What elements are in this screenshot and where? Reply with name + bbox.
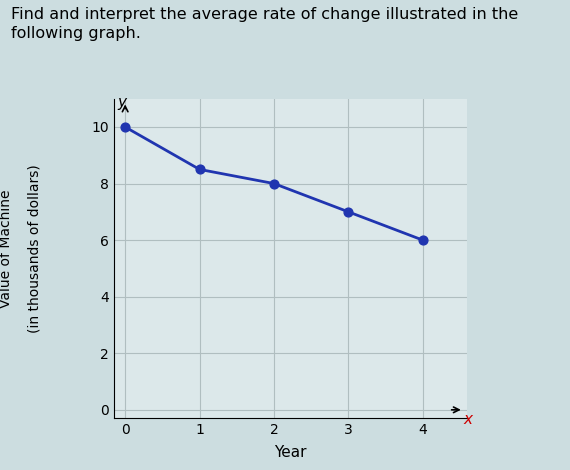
Text: Find and interpret the average rate of change illustrated in the: Find and interpret the average rate of c…	[11, 7, 519, 22]
X-axis label: Year: Year	[274, 446, 307, 461]
Point	[270, 180, 279, 188]
Text: y: y	[117, 95, 126, 110]
Point	[195, 165, 204, 173]
Text: (in thousands of dollars): (in thousands of dollars)	[27, 164, 41, 334]
Point	[121, 123, 130, 131]
Point	[344, 208, 353, 216]
Text: Value of Machine: Value of Machine	[0, 190, 13, 308]
Text: x: x	[463, 412, 473, 427]
Text: following graph.: following graph.	[11, 26, 141, 41]
Point	[418, 236, 428, 244]
